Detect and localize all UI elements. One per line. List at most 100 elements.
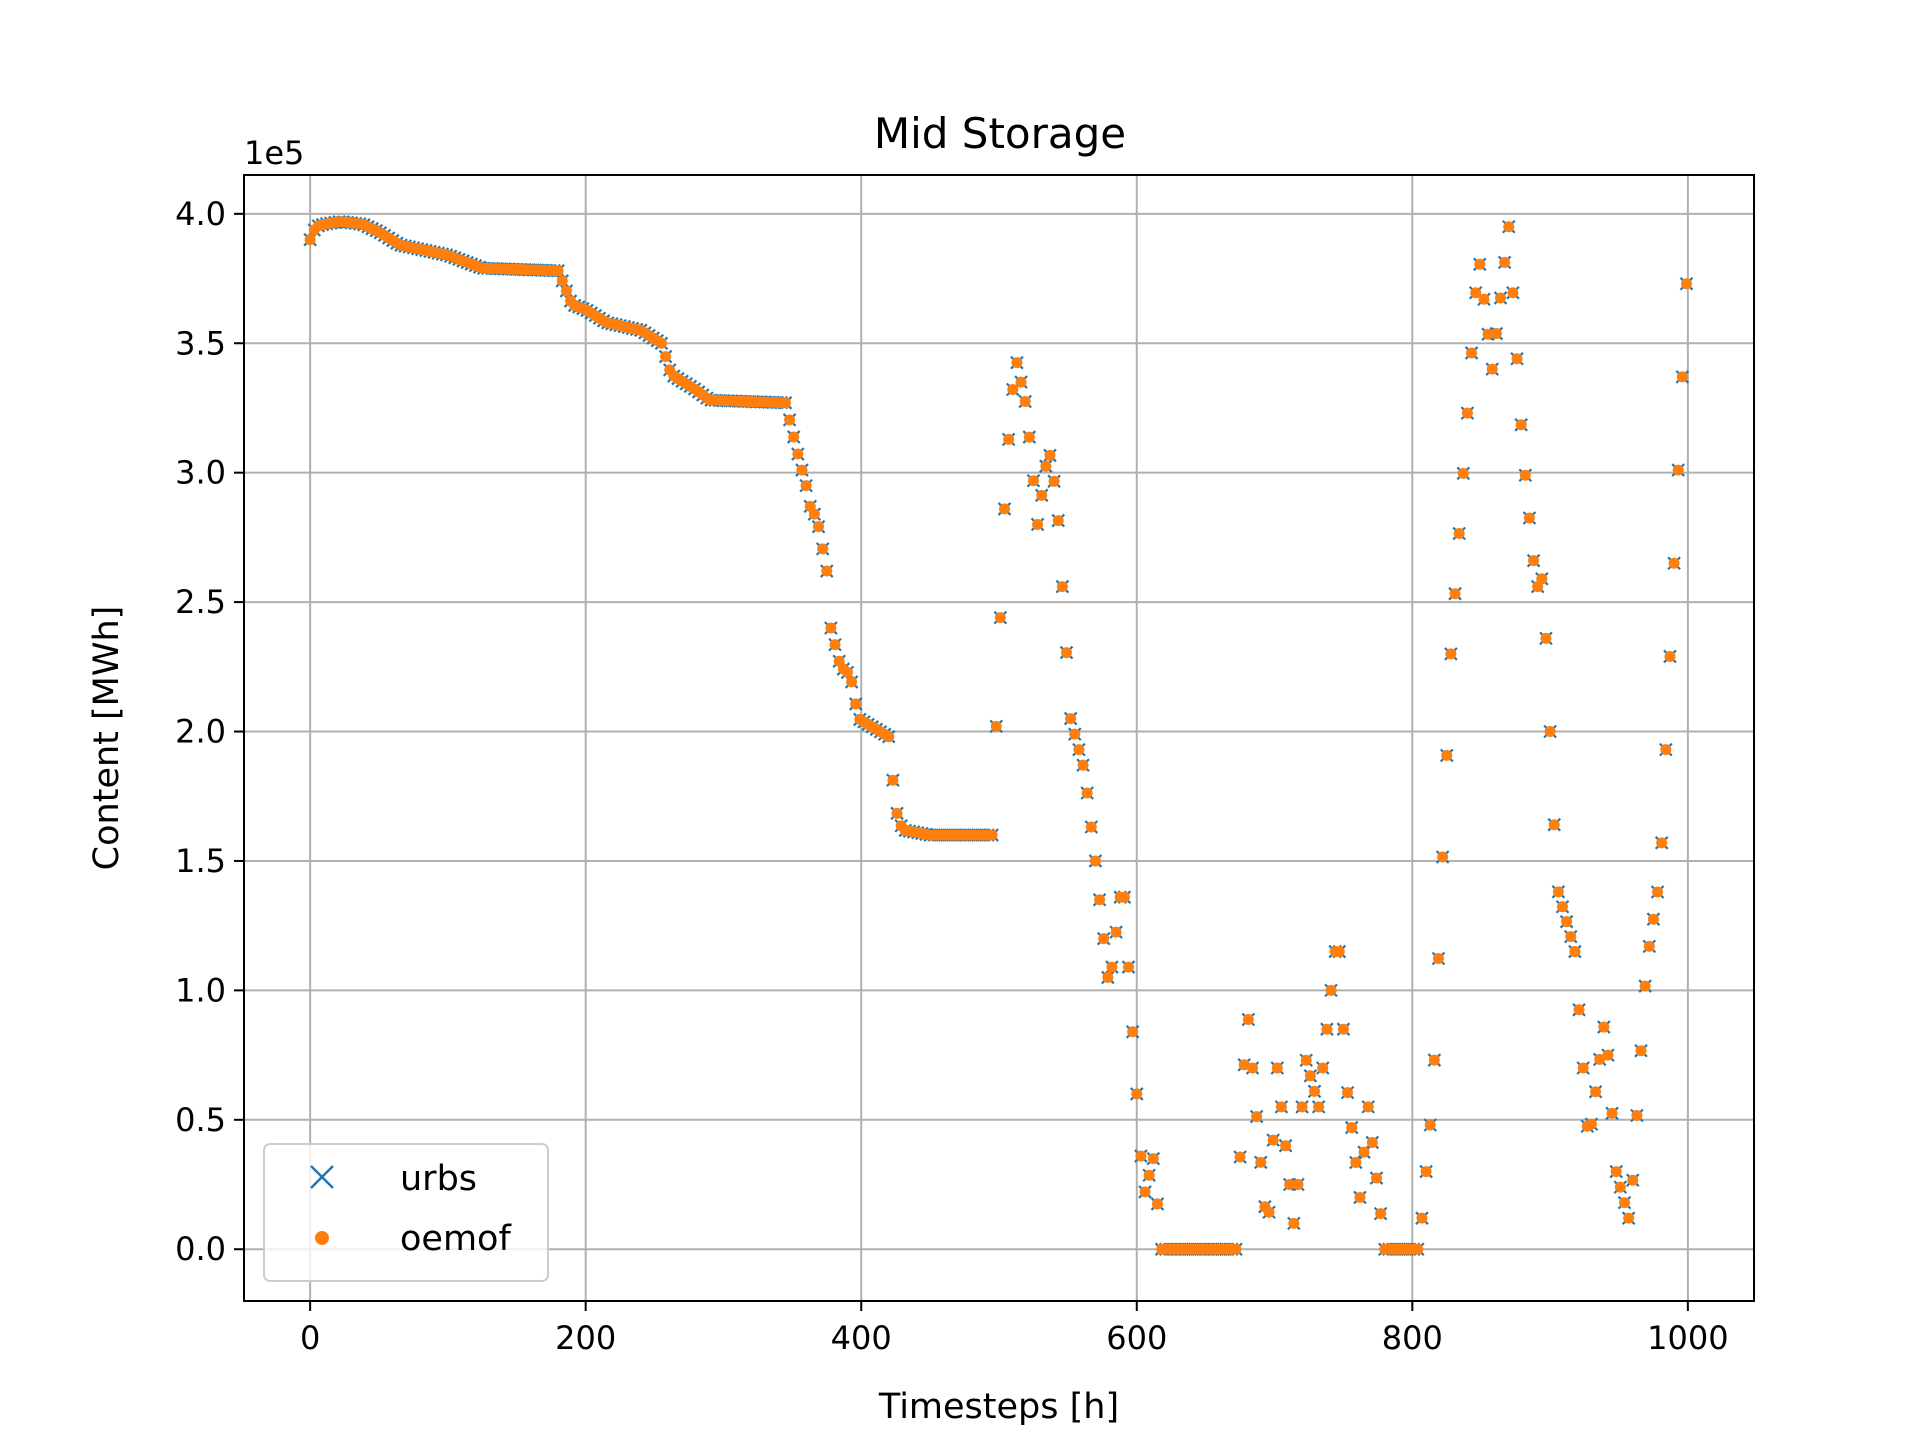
oemof-point: [792, 448, 804, 460]
oemof-point: [1019, 395, 1031, 407]
oemof-point: [1577, 1062, 1589, 1074]
plot-frame: [243, 174, 1755, 1302]
oemof-point: [1102, 971, 1114, 983]
oemof-point: [1519, 469, 1531, 481]
x-axis: 0 200 400 600 800 1000: [300, 1301, 1729, 1357]
oemof-point: [1085, 821, 1097, 833]
oemof-point: [1027, 475, 1039, 487]
oemof-point: [1267, 1134, 1279, 1146]
oemof-point: [1428, 1054, 1440, 1066]
oemof-point: [1668, 557, 1680, 569]
y-tick-label: 4.0: [175, 195, 226, 233]
legend-box: [263, 1143, 549, 1282]
oemof-point: [1623, 1212, 1635, 1224]
oemof-point: [1503, 221, 1515, 233]
oemof-point: [1230, 1243, 1242, 1255]
oemof-point: [1346, 1122, 1358, 1134]
oemof-point: [1280, 1140, 1292, 1152]
oemof-point: [887, 774, 899, 786]
oemof-point: [1362, 1101, 1374, 1113]
oemof-point: [800, 480, 812, 492]
oemof-point: [1548, 819, 1560, 831]
oemof-point: [1354, 1191, 1366, 1203]
oemof-point: [1515, 419, 1527, 431]
oemof-point: [1284, 1179, 1296, 1191]
oemof-point: [1585, 1118, 1597, 1130]
oemof-point: [1445, 648, 1457, 660]
oemof-point: [1300, 1054, 1312, 1066]
oemof-point: [1470, 287, 1482, 299]
y-offset-text: 1e5: [244, 134, 304, 172]
oemof-point: [1106, 961, 1118, 973]
oemof-point: [850, 698, 862, 710]
oemof-point: [994, 612, 1006, 624]
chart-title: Mid Storage: [874, 109, 1126, 158]
oemof-point: [1077, 759, 1089, 771]
oemof-point: [1151, 1198, 1163, 1210]
oemof-point: [1528, 555, 1540, 567]
oemof-point: [1056, 581, 1068, 593]
oemof-point: [883, 731, 895, 743]
x-tick-label: 400: [831, 1319, 892, 1357]
oemof-point: [1424, 1119, 1436, 1131]
oemof-point: [1238, 1059, 1250, 1071]
oemof-point: [825, 622, 837, 634]
oemof-point: [1296, 1101, 1308, 1113]
oemof-point: [560, 285, 572, 297]
oemof-point: [1247, 1062, 1259, 1074]
oemof-point: [1561, 916, 1573, 928]
oemof-point: [999, 503, 1011, 515]
oemof-point: [1127, 1026, 1139, 1038]
oemof-point: [1672, 464, 1684, 476]
oemof-point: [1412, 1243, 1424, 1255]
oemof-point: [1350, 1157, 1362, 1169]
oemof-point: [788, 431, 800, 443]
oemof-point: [1337, 1023, 1349, 1035]
oemof-point: [1371, 1172, 1382, 1184]
oemof-point: [1147, 1153, 1159, 1165]
oemof-point: [1639, 980, 1651, 992]
oemof-point: [1304, 1070, 1316, 1082]
oemof-point: [1139, 1186, 1151, 1198]
oemof-point: [1656, 837, 1668, 849]
oemof-point: [1635, 1045, 1647, 1057]
oemof-point: [1094, 894, 1106, 906]
oemof-point: [1040, 460, 1052, 472]
oemof-point: [1081, 787, 1093, 799]
oemof-point: [1482, 328, 1494, 340]
oemof-point: [891, 807, 903, 819]
oemof-point: [779, 397, 791, 409]
oemof-point: [1255, 1156, 1267, 1168]
oemof-point: [1594, 1053, 1606, 1065]
oemof-point: [1317, 1062, 1329, 1074]
oemof-point: [1474, 258, 1486, 270]
oemof-point: [1073, 744, 1085, 756]
oemof-point: [841, 666, 853, 678]
oemof-point: [1618, 1197, 1630, 1209]
oemof-point: [1478, 293, 1490, 305]
oemof-point: [1313, 1101, 1325, 1113]
oemof-point: [1565, 931, 1577, 943]
oemof-point: [1676, 371, 1688, 383]
oemof-point: [1511, 353, 1523, 365]
x-tick-label: 800: [1382, 1319, 1443, 1357]
oemof-point: [796, 464, 808, 476]
oemof-point: [1416, 1212, 1428, 1224]
oemof-point: [1660, 744, 1672, 756]
oemof-point: [1098, 933, 1110, 945]
legend-label-oemof: oemof: [400, 1219, 511, 1259]
oemof-point: [1292, 1179, 1304, 1191]
oemof-point: [1507, 287, 1519, 299]
oemof-point: [1358, 1146, 1370, 1158]
oemof-point: [1573, 1004, 1585, 1016]
x-tick-label: 0: [300, 1319, 320, 1357]
oemof-point: [1664, 650, 1676, 662]
oemof-point: [1007, 383, 1019, 395]
oemof-point: [1614, 1181, 1626, 1193]
oemof-point: [1432, 953, 1444, 965]
oemof-point: [304, 234, 316, 246]
oemof-point: [1606, 1107, 1618, 1119]
oemof-point: [1032, 518, 1044, 530]
oemof-point: [1131, 1088, 1143, 1100]
oemof-point: [1536, 573, 1548, 585]
